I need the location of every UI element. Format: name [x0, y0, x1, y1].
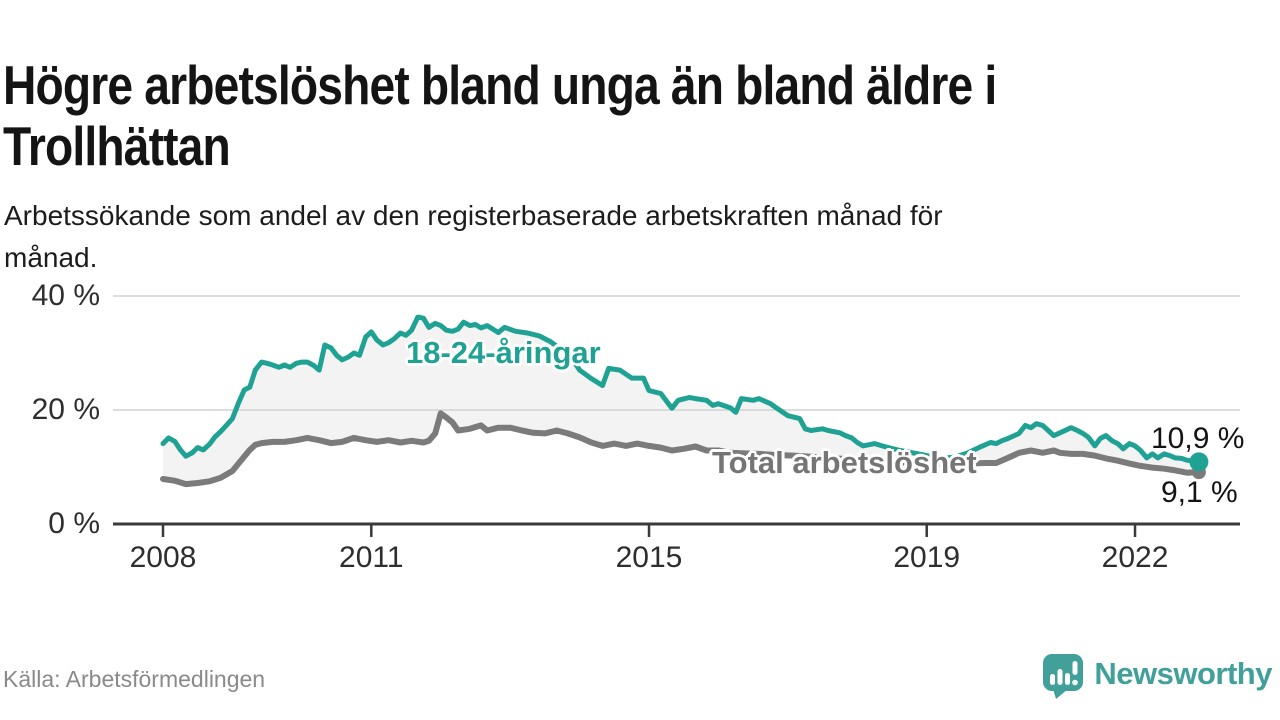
- series-label-total: Total arbetslöshet: [712, 445, 977, 480]
- end-dot-youth: [1189, 452, 1209, 472]
- end-value-label-youth: 10,9 %: [1151, 422, 1245, 455]
- source-note: Källa: Arbetsförmedlingen: [3, 666, 266, 692]
- brand-wordmark: Newsworthy: [1094, 656, 1272, 691]
- series-line-youth: [160, 314, 1202, 465]
- brand-logo: Newsworthy: [1042, 644, 1280, 708]
- series-line-total: [160, 410, 1202, 488]
- x-tick-label-2011: 2011: [339, 541, 404, 574]
- x-tick-label-2019: 2019: [893, 541, 961, 574]
- x-tick-label-2008: 2008: [129, 541, 197, 574]
- newsworthy-bubble-chart-icon: [1043, 654, 1084, 699]
- y-tick-label-40: 40 %: [31, 279, 100, 312]
- page-subtitle: Arbetssökande som andel av den registerb…: [4, 200, 943, 273]
- series-label-youth: 18-24-åringar: [406, 335, 601, 370]
- x-tick-label-2022: 2022: [1101, 541, 1169, 574]
- x-tick-label-2015: 2015: [615, 541, 683, 574]
- y-tick-label-0: 0 %: [48, 507, 100, 540]
- y-tick-label-20: 20 %: [31, 393, 100, 426]
- page-title: Högre arbetslöshet bland unga än bland ä…: [3, 53, 997, 177]
- end-value-label-total: 9,1 %: [1161, 476, 1238, 509]
